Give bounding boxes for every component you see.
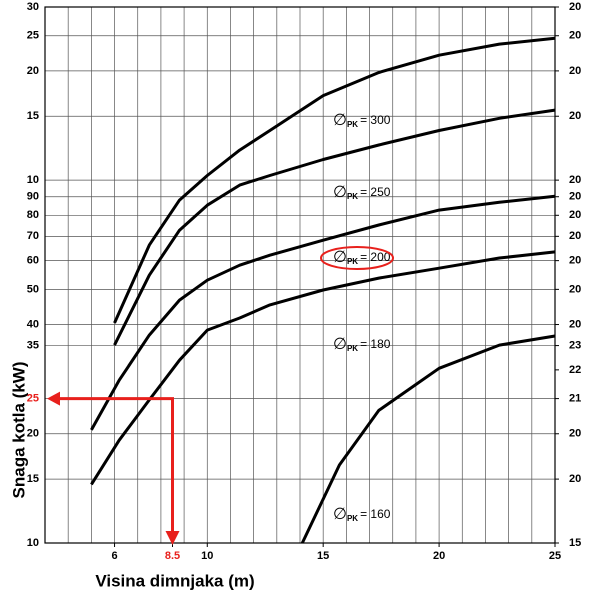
y2-tick-label: 20 <box>569 255 581 267</box>
y2-tick-label: 20 <box>569 65 581 77</box>
curve <box>90 194 556 431</box>
label-subscript: PK <box>347 257 358 266</box>
label-subscript: PK <box>347 344 358 353</box>
y-tick-label: 20 <box>27 65 39 77</box>
label-value: = 200 <box>360 250 391 264</box>
y2-tick-label: 20 <box>569 1 581 13</box>
highlight-ellipse <box>320 246 394 270</box>
curve-label: ∅PK = 300 <box>333 112 391 129</box>
y2-tick-label: 20 <box>569 428 581 440</box>
arrow-head <box>47 391 60 406</box>
label-symbol: ∅ <box>333 506 347 523</box>
curve <box>90 250 556 486</box>
y-tick-label: 25 <box>27 393 39 405</box>
x-tick-label: 20 <box>433 550 445 562</box>
x-axis-label: Visina dimnjaka (m) <box>95 571 254 590</box>
curve <box>300 334 556 544</box>
y-tick-label: 10 <box>27 174 39 186</box>
label-symbol: ∅ <box>333 336 347 353</box>
x-tick-label: 10 <box>201 550 213 562</box>
label-value: = 180 <box>360 337 391 351</box>
y2-tick-label: 20 <box>569 209 581 221</box>
y2-tick-label: 22 <box>569 364 581 376</box>
curve-label: ∅PK = 250 <box>333 184 391 201</box>
y-tick-label: 15 <box>27 473 39 485</box>
y2-tick-label: 20 <box>569 473 581 485</box>
y-tick-label: 15 <box>27 110 39 122</box>
y-tick-label: 20 <box>27 428 39 440</box>
curve <box>113 36 556 324</box>
y2-tick-label: 15 <box>569 537 581 549</box>
curve <box>113 108 556 346</box>
label-value: = 300 <box>360 113 391 127</box>
label-symbol: ∅ <box>333 184 347 201</box>
y-tick-label: 25 <box>27 30 39 42</box>
label-value: = 160 <box>360 507 391 521</box>
label-symbol: ∅ <box>333 249 347 266</box>
y-tick-label: 30 <box>27 1 39 13</box>
y2-tick-label: 20 <box>569 174 581 186</box>
y2-tick-label: 20 <box>569 230 581 242</box>
curve-label: ∅PK = 200 <box>333 249 391 266</box>
label-symbol: ∅ <box>333 112 347 129</box>
x-tick-label: 25 <box>549 550 561 562</box>
y-axis-label: Snaga kotla (kW) <box>9 362 28 499</box>
curve-label: ∅PK = 180 <box>333 336 391 353</box>
y-tick-label: 70 <box>27 230 39 242</box>
label-subscript: PK <box>347 192 358 201</box>
y-tick-label: 80 <box>27 209 39 221</box>
y-tick-label: 10 <box>27 537 39 549</box>
label-subscript: PK <box>347 514 358 523</box>
y2-tick-label: 23 <box>569 339 581 351</box>
y2-tick-label: 20 <box>569 191 581 203</box>
y-tick-label: 40 <box>27 318 39 330</box>
x-tick-label: 15 <box>317 550 329 562</box>
curve-label: ∅PK = 160 <box>333 506 391 523</box>
y2-tick-label: 20 <box>569 318 581 330</box>
reading-arrow <box>57 397 174 531</box>
y-tick-label: 50 <box>27 283 39 295</box>
y2-tick-label: 21 <box>569 393 581 405</box>
label-subscript: PK <box>347 120 358 129</box>
label-value: = 250 <box>360 185 391 199</box>
y2-tick-label: 20 <box>569 110 581 122</box>
y-tick-label: 90 <box>27 191 39 203</box>
y2-tick-label: 20 <box>569 30 581 42</box>
plot-frame <box>44 6 556 544</box>
y2-tick-label: 20 <box>569 283 581 295</box>
y-tick-label: 60 <box>27 255 39 267</box>
y-tick-label: 35 <box>27 339 39 351</box>
arrow-head <box>165 531 180 545</box>
x-tick-label: 6 <box>111 550 117 562</box>
x-tick-label: 8.5 <box>165 550 180 562</box>
